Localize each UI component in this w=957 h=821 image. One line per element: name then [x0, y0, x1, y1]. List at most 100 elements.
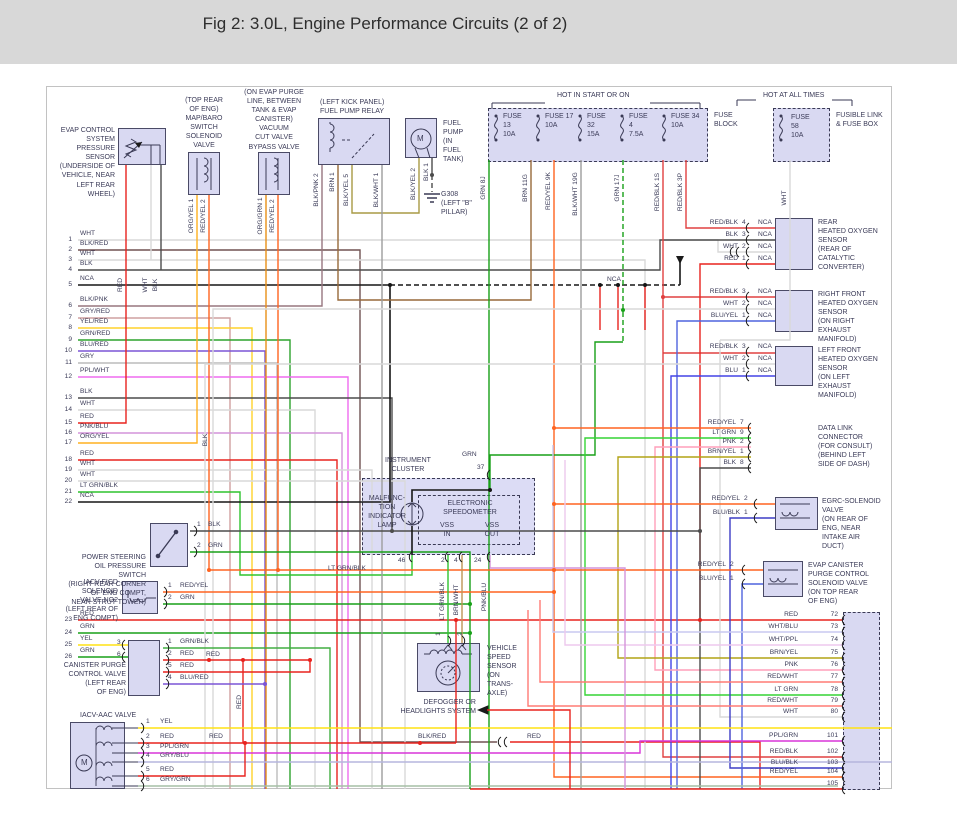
connector-arc [841, 652, 846, 664]
row-wire-label: ORG/YEL [80, 433, 110, 440]
purge-coil [768, 569, 798, 585]
ecm-connector-pins-label: RED/WHT [767, 697, 798, 704]
connector-arc [140, 722, 145, 734]
o2-lf-pins-number: 3 [742, 343, 746, 350]
row-number: 9 [68, 336, 72, 343]
connector-arc [747, 462, 752, 474]
aac-coils [95, 725, 138, 787]
mapbaro-coil [196, 157, 212, 190]
row-wire-label: WHT [80, 250, 96, 257]
hot1-label: HOT IN START OR ON [557, 92, 630, 99]
wire-color-label: RED/BLK 3P [677, 172, 684, 212]
aac-pins-label: RED [160, 766, 174, 773]
row-wire-label: NCA [80, 492, 94, 499]
row-number: 10 [64, 347, 72, 354]
row-wire-label: GRN [80, 647, 95, 654]
wire-color-label: LT GRN/BLK [439, 582, 446, 620]
wire-blk_yel [351, 158, 420, 214]
row-number: 18 [64, 456, 72, 463]
wire-gry [78, 362, 278, 789]
connector-arc [408, 551, 413, 563]
o2-rf-pins-label: RED/BLK [709, 288, 738, 295]
wire-color-label: 4 [454, 557, 458, 564]
wire-org_yel [78, 195, 198, 444]
fuel-pump-box [405, 118, 437, 158]
relay-coil [329, 122, 335, 152]
wire-red [78, 459, 338, 789]
wire-color-label: WHT [142, 277, 149, 293]
wire-wht_blu [552, 445, 843, 633]
wire-red_blk [662, 353, 843, 758]
connector-arc [841, 783, 846, 795]
row-wire-label: GRN/RED [80, 330, 111, 337]
egrc-pins-label: RED/YEL [711, 495, 740, 502]
wire-grn [489, 341, 623, 478]
wire-color-label: BLK/YEL 2 [410, 167, 417, 201]
row-number: 22 [64, 498, 72, 505]
ecm-connector-pins-number: 74 [830, 636, 838, 643]
evap-internal-lines [123, 141, 161, 164]
o2-lf-pins-nca: NCA [758, 343, 772, 350]
purge-pins-label: RED/YEL [697, 561, 726, 568]
wire-wht [78, 480, 406, 789]
relay-switch [342, 133, 375, 159]
o2-rear-pins-nca: NCA [758, 219, 772, 226]
fuse-terminal [620, 138, 624, 142]
wire-nca [411, 489, 490, 502]
aac-motor-circle [75, 754, 93, 772]
ecm-connector-box [843, 612, 880, 790]
ficd-pins-number: 2 [168, 594, 172, 601]
purge-pins-number: 1 [730, 575, 734, 582]
dlc-pins-label: PNK [722, 438, 736, 445]
canister-purge-valve-box [128, 640, 160, 696]
connector-arc [193, 546, 198, 558]
vss-coil [424, 649, 472, 655]
ps-pins-label: GRN [208, 542, 223, 549]
wire-wht [78, 409, 316, 789]
wire-lt_grnb [78, 491, 413, 576]
wire-blu_blk [729, 517, 843, 769]
wire-wht_ppl [564, 460, 843, 646]
mil-label: MALFUNC- TION INDICATOR LAMP [368, 495, 406, 530]
wire-color-label: RED/BLK 1S [654, 172, 661, 212]
wire-color-label: BLK/PNK 2 [313, 173, 320, 207]
row-wire-label: PNK/BLU [80, 423, 109, 430]
fuse-terminal [536, 114, 540, 118]
cpv-label: CANISTER PURGE CONTROL VALVE (LEFT REAR … [63, 662, 126, 697]
pump-leads [414, 147, 431, 159]
dlc-pins-label: BLK [723, 459, 736, 466]
fuse-label: FUSE 34 10A [671, 113, 700, 130]
ecm-connector-pins-label: LT GRN [774, 686, 798, 693]
wire-red_wht [539, 600, 843, 683]
vss-gear-inner [440, 665, 456, 681]
wire-color-label: ORG/GRN 1 [257, 197, 264, 235]
row-wire-label: BLK [80, 260, 93, 267]
connector-arc [193, 525, 198, 537]
o2-rf-pins-nca: NCA [758, 300, 772, 307]
wire-wht [78, 259, 646, 789]
connector-arc [841, 751, 846, 763]
wire-color-label: BLK/WHT 19G [572, 172, 579, 216]
o2-rf-pins-nca: NCA [758, 288, 772, 295]
connector-arc [753, 512, 758, 524]
wire-ppl_wht [78, 376, 349, 789]
ecm-connector-pins-label: RED/YEL [769, 768, 798, 775]
connector-arc [745, 246, 750, 258]
mapbaro-label: (TOP REAR OF ENG) MAP/BARO SWITCH SOLENO… [185, 97, 223, 150]
fuse-block-box [488, 108, 708, 162]
dlc-pins-number: 9 [740, 429, 744, 436]
aac-pins-number: 5 [146, 766, 150, 773]
cpv-pins-number: 1 [168, 638, 172, 645]
ps-contact-1 [155, 553, 161, 559]
dlc-pins-label: RED/YEL [707, 419, 736, 426]
o2-lf-pins-nca: NCA [758, 367, 772, 374]
junction-dot [552, 502, 556, 506]
row-number: 3 [68, 256, 72, 263]
connector-arc [165, 654, 170, 666]
wire-color-label: GRN 17J [614, 174, 621, 202]
wire-ppl_grn [138, 740, 843, 754]
dlc-pins-number: 1 [740, 448, 744, 455]
vss-pointer [447, 665, 456, 674]
row-wire-label: PPL/WHT [80, 367, 110, 374]
electronic-speedometer-box [418, 495, 520, 545]
